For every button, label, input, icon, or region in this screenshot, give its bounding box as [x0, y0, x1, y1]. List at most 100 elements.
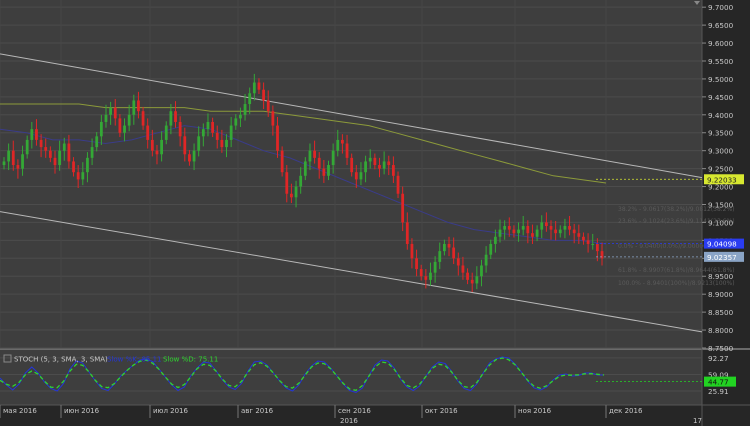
candle-body[interactable] [396, 175, 400, 194]
candle-body[interactable] [368, 157, 372, 162]
candle-body[interactable] [341, 139, 344, 144]
candle-body[interactable] [489, 243, 493, 255]
candle-body[interactable] [266, 100, 270, 112]
candle-body[interactable] [132, 100, 136, 115]
candle-body[interactable] [410, 243, 414, 259]
candle-body[interactable] [225, 139, 228, 148]
candle-body[interactable] [285, 172, 289, 194]
candle-body[interactable] [493, 236, 497, 244]
candle-body[interactable] [220, 139, 224, 148]
candle-body[interactable] [303, 161, 307, 176]
candle-body[interactable] [257, 82, 261, 90]
candle-body[interactable] [169, 111, 173, 126]
candle-body[interactable] [373, 157, 377, 166]
candle-body[interactable] [568, 226, 571, 230]
stoch-legend[interactable]: STOCH (5, 3, SMA, 3, SMA) Slow %K: 85.11… [3, 354, 218, 364]
candle-body[interactable] [572, 229, 576, 234]
price-badge[interactable] [704, 251, 744, 262]
candle-body[interactable] [72, 161, 75, 173]
candle-body[interactable] [442, 243, 446, 252]
candle-body[interactable] [248, 93, 252, 105]
candle-body[interactable] [178, 121, 182, 137]
candle-body[interactable] [378, 165, 381, 169]
candle-body[interactable] [35, 129, 38, 140]
candle-body[interactable] [540, 222, 544, 230]
channel-lower-line[interactable] [0, 211, 703, 333]
candle-body[interactable] [164, 125, 168, 140]
candle-body[interactable] [424, 276, 428, 280]
candle-body[interactable] [521, 226, 525, 230]
candle-body[interactable] [201, 129, 205, 137]
candle-body[interactable] [452, 247, 456, 259]
candle-body[interactable] [582, 236, 585, 241]
candle-body[interactable] [517, 229, 520, 234]
candle-body[interactable] [197, 136, 201, 151]
candle-body[interactable] [475, 276, 479, 284]
price-badge[interactable] [704, 174, 744, 185]
candle-body[interactable] [461, 265, 465, 273]
candle-body[interactable] [447, 243, 451, 248]
candle-body[interactable] [498, 229, 502, 237]
candle-body[interactable] [456, 258, 460, 266]
candle-body[interactable] [44, 147, 48, 151]
candle-body[interactable] [239, 114, 242, 119]
candle-body[interactable] [81, 172, 85, 180]
candle-body[interactable] [25, 139, 29, 155]
candle-body[interactable] [544, 222, 548, 227]
candle-body[interactable] [327, 165, 330, 176]
candle-body[interactable] [160, 139, 164, 155]
candle-body[interactable] [192, 150, 196, 162]
candle-body[interactable] [331, 150, 335, 166]
candle-body[interactable] [76, 172, 80, 180]
candle-body[interactable] [86, 157, 89, 173]
candle-body[interactable] [262, 89, 265, 101]
candle-body[interactable] [146, 125, 150, 140]
candle-body[interactable] [308, 150, 312, 162]
candle-body[interactable] [21, 154, 24, 169]
channel-upper-line[interactable] [0, 53, 703, 179]
candle-body[interactable] [252, 82, 256, 94]
candle-body[interactable] [30, 129, 34, 140]
candle-body[interactable] [67, 143, 71, 162]
candle-body[interactable] [382, 161, 386, 169]
candle-body[interactable] [345, 143, 349, 158]
candle-body[interactable] [271, 111, 275, 126]
candle-body[interactable] [392, 165, 395, 176]
candle-body[interactable] [104, 114, 108, 122]
candle-body[interactable] [99, 121, 103, 137]
candle-body[interactable] [586, 240, 590, 244]
candle-body[interactable] [290, 193, 293, 198]
candle-body[interactable] [109, 107, 113, 115]
candle-body[interactable] [123, 125, 126, 133]
candle-body[interactable] [433, 261, 437, 273]
candle-body[interactable] [359, 172, 363, 180]
candle-body[interactable] [405, 222, 409, 244]
candle-body[interactable] [174, 111, 177, 122]
candle-body[interactable] [401, 193, 405, 223]
candle-body[interactable] [211, 121, 214, 133]
candle-body[interactable] [591, 243, 595, 245]
candle-body[interactable] [554, 229, 558, 234]
candle-body[interactable] [438, 251, 442, 262]
candle-body[interactable] [429, 272, 432, 280]
candle-body[interactable] [127, 114, 131, 126]
stoch-legend-checkbox[interactable] [3, 354, 12, 363]
candle-body[interactable] [234, 118, 238, 126]
candle-body[interactable] [215, 132, 219, 140]
candle-body[interactable] [229, 125, 233, 140]
candle-body[interactable] [7, 150, 11, 162]
candle-body[interactable] [62, 143, 66, 151]
candle-body[interactable] [243, 104, 247, 115]
scroll-arrow-icon[interactable] [694, 1, 700, 5]
candle-body[interactable] [48, 150, 52, 158]
candle-body[interactable] [595, 243, 599, 252]
candle-body[interactable] [535, 229, 539, 237]
candle-body[interactable] [95, 136, 99, 148]
candle-body[interactable] [183, 136, 187, 155]
candle-body[interactable] [137, 100, 140, 112]
candle-body[interactable] [419, 269, 423, 277]
candle-body[interactable] [206, 121, 210, 130]
candle-body[interactable] [53, 157, 57, 166]
price-badge[interactable] [704, 238, 744, 249]
